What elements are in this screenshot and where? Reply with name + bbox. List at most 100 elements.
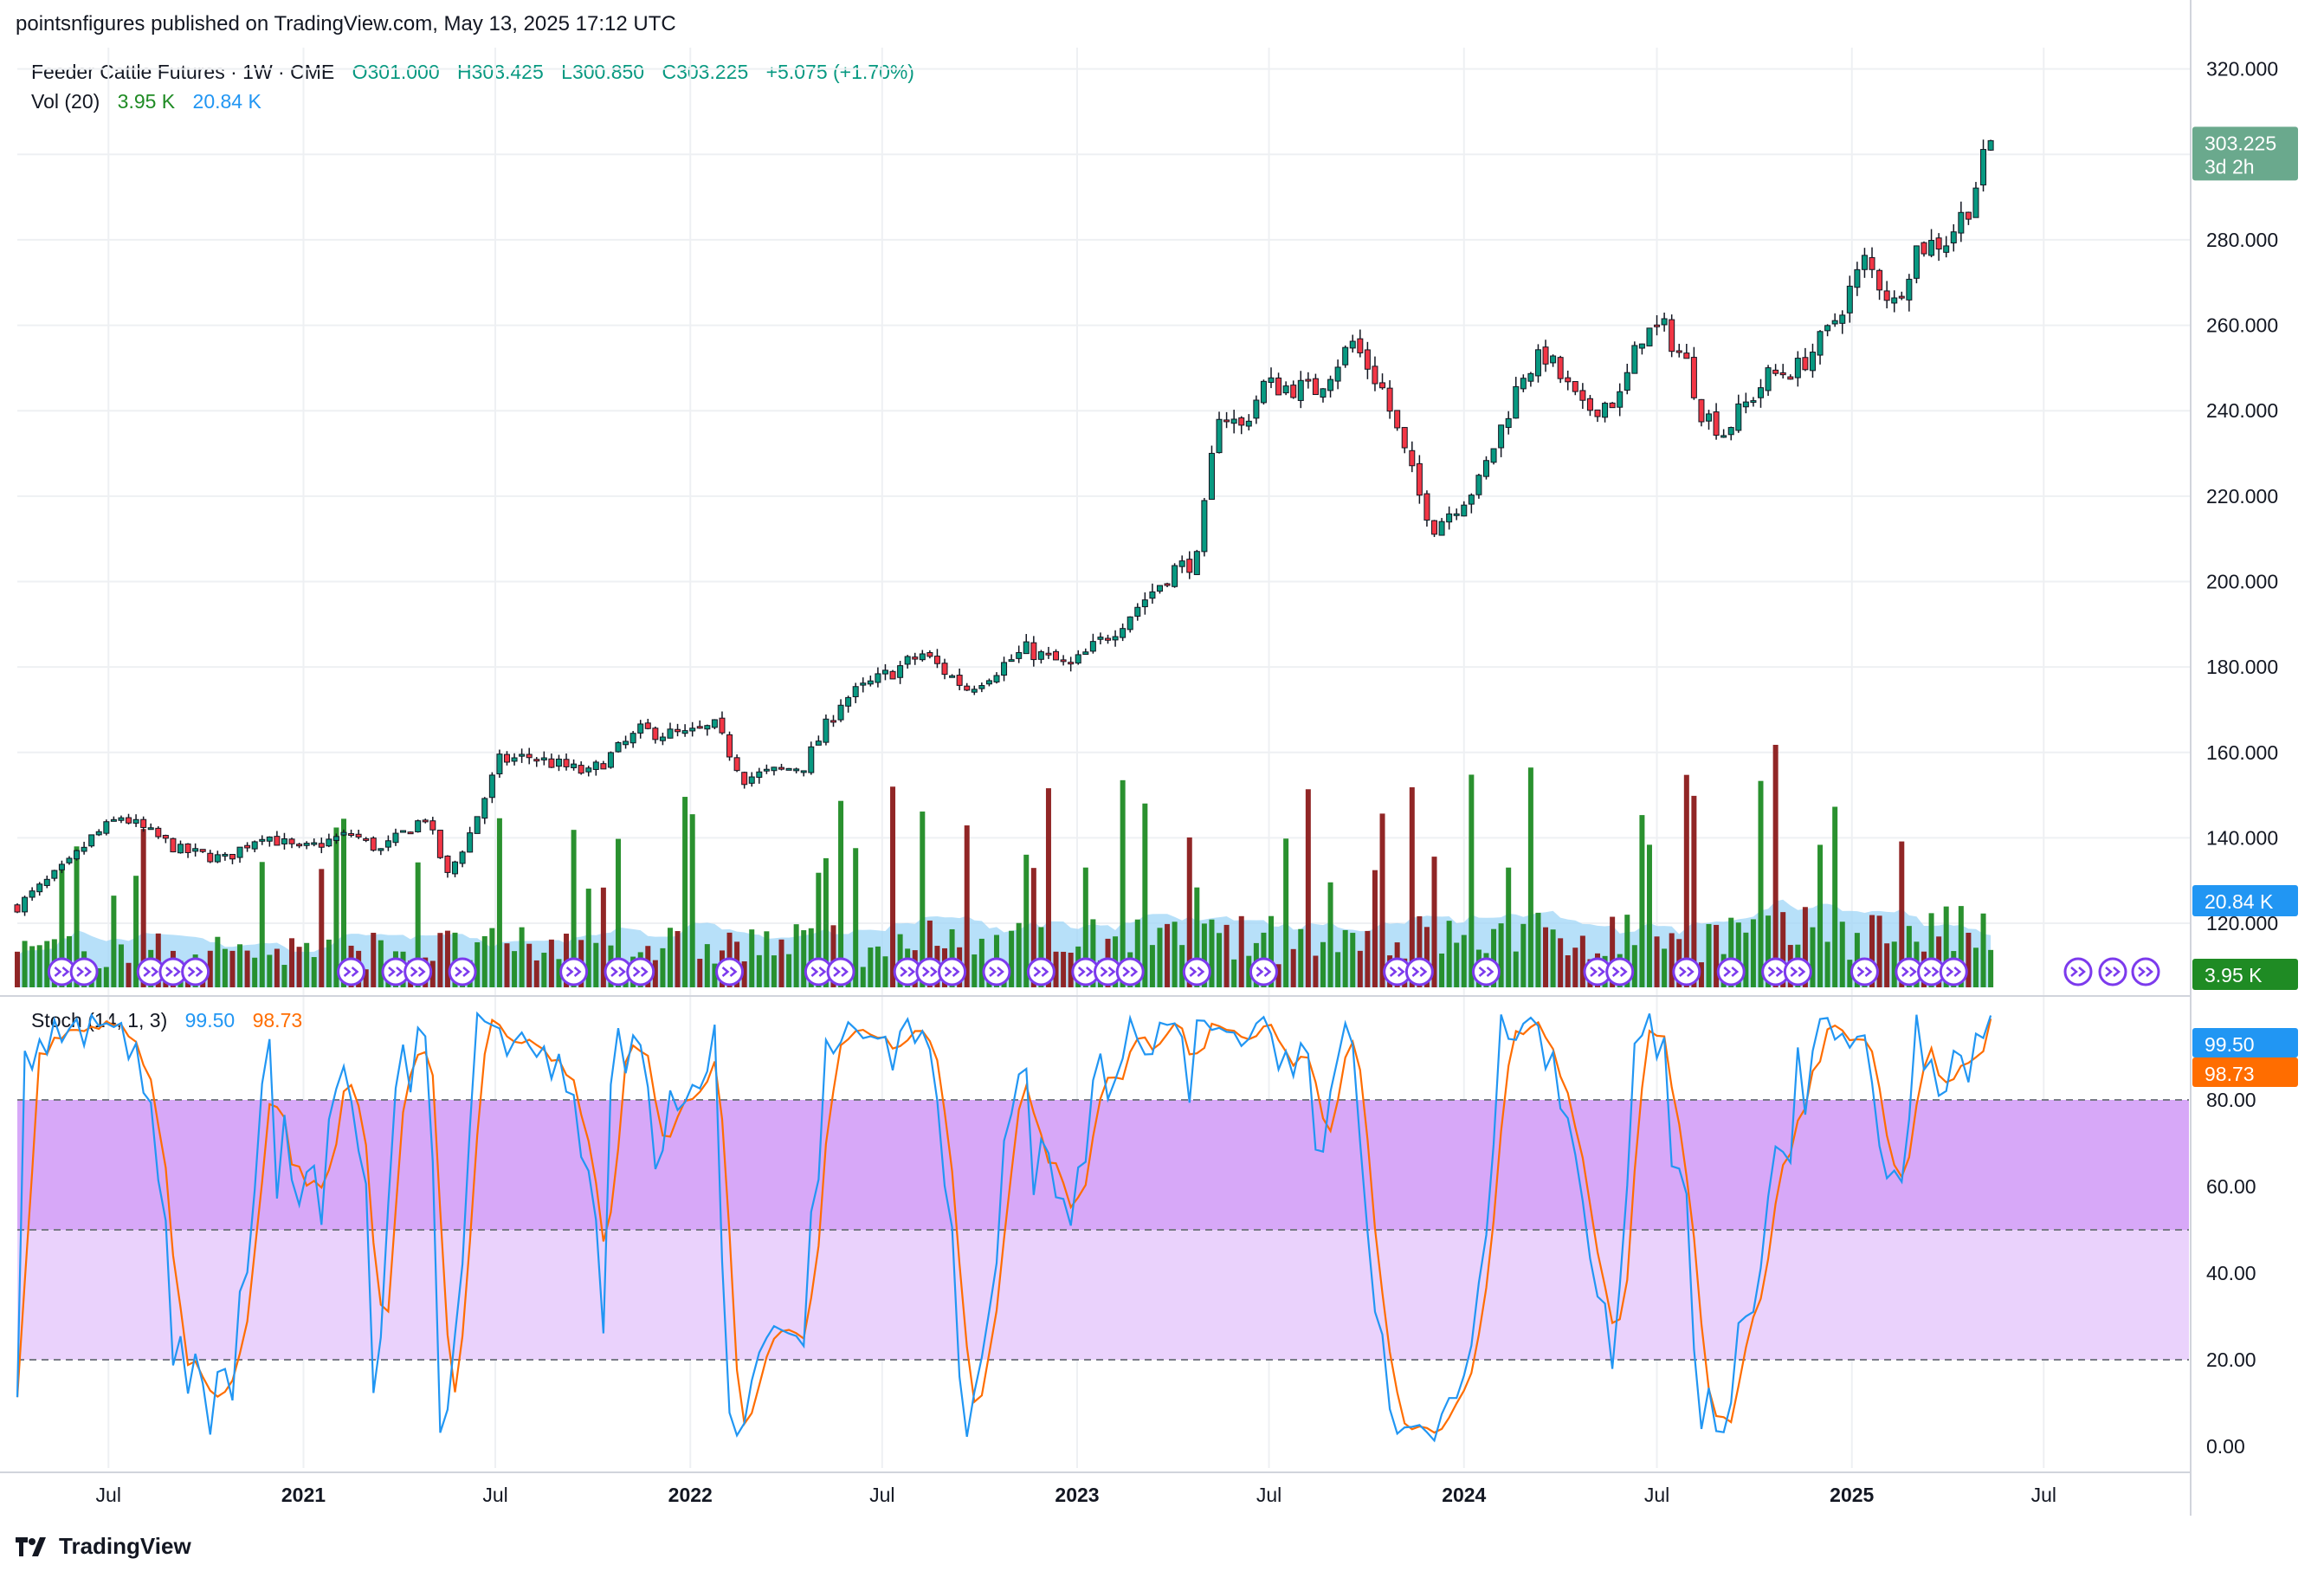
last-price-badge-text: 3d 2h bbox=[2205, 155, 2255, 178]
candle-body bbox=[1320, 388, 1327, 398]
event-marker-icon bbox=[1939, 957, 1968, 986]
stoch-k-badge-text: 99.50 bbox=[2205, 1033, 2255, 1056]
volume-bar bbox=[1832, 806, 1838, 987]
candle-body bbox=[637, 723, 644, 734]
candle-body bbox=[511, 757, 518, 762]
candle-body bbox=[1586, 398, 1593, 411]
candle-body bbox=[1008, 659, 1015, 663]
price-tick-label: 240.000 bbox=[2206, 399, 2278, 422]
event-marker-glyph bbox=[1478, 967, 1494, 977]
event-marker-ring bbox=[1026, 957, 1055, 986]
event-marker-ring bbox=[826, 957, 855, 986]
volume-bar bbox=[1839, 922, 1845, 987]
candle-body bbox=[51, 870, 58, 879]
volume-bar bbox=[326, 939, 332, 987]
event-marker-ring bbox=[559, 957, 589, 986]
candle-body bbox=[1120, 628, 1126, 638]
candle-body bbox=[378, 848, 384, 851]
candle-body bbox=[1053, 650, 1060, 661]
volume-bar bbox=[978, 938, 984, 987]
candle-body bbox=[1216, 418, 1223, 454]
volume-bar bbox=[1454, 942, 1460, 987]
volume-bar bbox=[444, 930, 450, 987]
event-marker-glyph bbox=[1923, 967, 1940, 977]
candle-body bbox=[1534, 349, 1541, 377]
candle-body bbox=[1164, 583, 1171, 586]
candle-body bbox=[400, 830, 407, 833]
volume-bar bbox=[1520, 923, 1527, 987]
volume-bar bbox=[868, 947, 874, 987]
volume-bar bbox=[652, 960, 658, 987]
volume-bar bbox=[660, 947, 666, 987]
tradingview-logo-icon bbox=[16, 1536, 46, 1556]
event-marker-ring bbox=[1672, 957, 1701, 986]
event-marker-icon bbox=[181, 957, 210, 986]
volume-bar bbox=[289, 938, 295, 987]
volume-bar bbox=[59, 865, 65, 987]
candle-body bbox=[488, 774, 495, 799]
volume-bar bbox=[1320, 941, 1326, 987]
event-marker-icon bbox=[136, 957, 165, 986]
event-marker-glyph bbox=[1767, 967, 1784, 977]
event-marker-ring bbox=[1182, 957, 1211, 986]
volume-bar bbox=[1120, 779, 1126, 987]
event-marker-ring bbox=[403, 957, 433, 986]
candle-body bbox=[1105, 637, 1112, 641]
event-marker-ring bbox=[1404, 957, 1434, 986]
volume-bar bbox=[1061, 951, 1067, 987]
candle-body bbox=[1364, 349, 1371, 370]
candle-body bbox=[236, 846, 243, 858]
event-marker-icon bbox=[1471, 957, 1501, 986]
candle-body bbox=[1550, 355, 1557, 364]
volume-bar bbox=[816, 872, 822, 987]
volume-bar bbox=[1766, 915, 1772, 987]
event-marker-ring bbox=[448, 957, 477, 986]
candle-body bbox=[1172, 565, 1178, 587]
stoch-tick-label: 80.00 bbox=[2206, 1089, 2256, 1111]
high-value: H303.425 bbox=[457, 61, 544, 83]
candle-body bbox=[340, 831, 347, 836]
candle-body bbox=[355, 833, 362, 838]
candle-body bbox=[563, 759, 570, 767]
volume-bar bbox=[237, 944, 243, 987]
candle-body bbox=[571, 763, 578, 768]
time-tick-label: 2021 bbox=[281, 1484, 326, 1506]
candle-body bbox=[1794, 358, 1801, 378]
volume-label[interactable]: Vol (20) bbox=[31, 90, 100, 113]
candle-body bbox=[207, 852, 214, 863]
candle-body bbox=[867, 680, 874, 685]
volume-bar bbox=[36, 945, 42, 987]
stoch-tick-label: 60.00 bbox=[2206, 1175, 2256, 1198]
candle-body bbox=[1379, 382, 1386, 389]
event-marker-ring bbox=[982, 957, 1011, 986]
candle-body bbox=[971, 689, 978, 693]
volume-bar bbox=[371, 933, 377, 987]
candle-body bbox=[941, 663, 948, 676]
candle-body bbox=[214, 854, 221, 863]
candle-body bbox=[1178, 560, 1185, 567]
volume-bar bbox=[808, 928, 814, 987]
candle-body bbox=[1482, 460, 1489, 477]
event-marker-ring bbox=[1249, 957, 1278, 986]
candle-body bbox=[1156, 585, 1163, 592]
symbol-title[interactable]: Feeder Cattle Futures · 1W · CME bbox=[31, 61, 335, 83]
candle-body bbox=[1876, 269, 1883, 291]
open-value: O301.000 bbox=[352, 61, 440, 83]
footer-brand[interactable]: TradingView bbox=[16, 1533, 191, 1560]
candle-body bbox=[1223, 419, 1230, 423]
volume-bar bbox=[229, 950, 236, 987]
candle-body bbox=[644, 722, 651, 729]
volume-bar bbox=[415, 862, 421, 987]
volume-bar bbox=[1772, 745, 1779, 987]
candle-body bbox=[1891, 297, 1898, 304]
event-marker-ring bbox=[1115, 957, 1145, 986]
stoch-bands bbox=[17, 1099, 2189, 1361]
candle-body bbox=[496, 753, 503, 775]
candle-body bbox=[363, 838, 370, 841]
volume-bar bbox=[1461, 935, 1467, 987]
volume-bar bbox=[741, 960, 747, 987]
candle-body bbox=[222, 853, 229, 857]
volume-bar bbox=[1899, 841, 1905, 987]
